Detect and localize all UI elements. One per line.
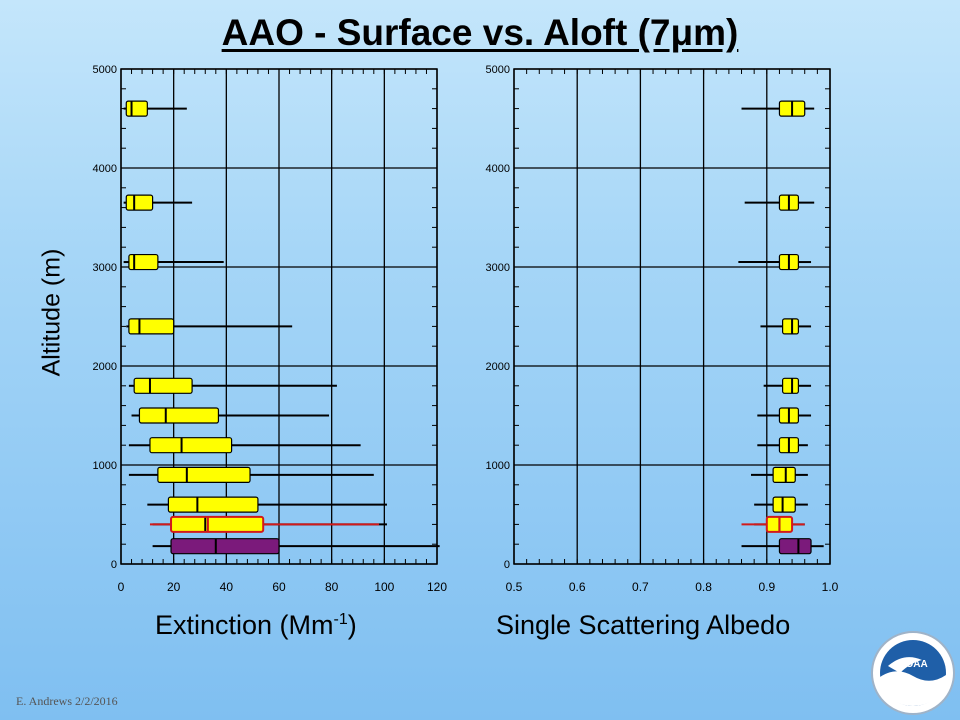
noaa-logo-icon: NOAA — [871, 631, 955, 715]
noaa-logo-text: NOAA — [898, 659, 927, 670]
panel2-box-7 — [772, 466, 796, 483]
panel2-y-tick-label: 2000 — [486, 361, 510, 373]
panel1-box-7 — [157, 466, 251, 483]
panel1-box-3 — [128, 318, 175, 335]
panel2-box-3 — [781, 318, 799, 335]
panel1-y-tick-label: 2000 — [93, 361, 117, 373]
panel1-box-8 — [167, 496, 259, 513]
panel1-box-11 — [170, 538, 280, 555]
x-axis-label-extinction-end: ) — [347, 610, 357, 640]
panel1-x-tick-label: 60 — [272, 580, 286, 594]
panel2-y-tick-label: 1000 — [486, 460, 510, 472]
panel1-x-tick-label: 100 — [374, 580, 394, 594]
panel2-y-tick-label: 0 — [504, 559, 510, 571]
panel1-y-tick-label: 5000 — [93, 64, 117, 76]
panel1-x-tick-label: 0 — [118, 580, 125, 594]
panel2-x-tick-label: 0.6 — [569, 580, 586, 594]
panel1-box-5 — [138, 407, 220, 424]
panel2-x-tick-label: 0.5 — [506, 580, 523, 594]
panel1-x-tick-label: 20 — [167, 580, 181, 594]
panel2-box-8 — [772, 496, 796, 513]
x-axis-label-extinction-main: Extinction (Mm — [155, 610, 334, 640]
panel1-box-9 — [170, 516, 264, 533]
panel1-box-1 — [125, 194, 154, 211]
panel1-box-2 — [128, 253, 159, 271]
panel1-box-0 — [125, 100, 148, 117]
panel2-frame — [513, 68, 831, 565]
panel2-y-tick-label: 4000 — [486, 163, 510, 175]
credit-text: E. Andrews 2/2/2016 — [16, 694, 118, 708]
panel1-x-tick-label: 80 — [325, 580, 339, 594]
panel2-x-tick-label: 0.7 — [632, 580, 649, 594]
panel2-box-4 — [781, 377, 799, 394]
panel1-frame — [120, 68, 438, 565]
panel1-box-4 — [133, 377, 193, 394]
panel1-y-tick-label: 3000 — [93, 262, 117, 274]
panel2-x-tick-label: 0.9 — [758, 580, 775, 594]
page-title: AAO - Surface vs. Aloft (7μm) — [221, 12, 739, 53]
x-axis-label-ssa: Single Scattering Albedo — [496, 610, 791, 640]
panel2-y-tick-label: 3000 — [486, 262, 510, 274]
panel1-x-tick-label: 40 — [220, 580, 234, 594]
panel1-y-tick-label: 1000 — [93, 460, 117, 472]
panel2-x-tick-label: 0.8 — [695, 580, 712, 594]
panel1-y-tick-label: 0 — [111, 559, 117, 571]
panel1-box-6 — [149, 437, 233, 454]
x-axis-label-extinction-sup: -1 — [333, 611, 348, 628]
panel1-y-tick-label: 4000 — [93, 163, 117, 175]
x-axis-label-extinction: Extinction (Mm-1) — [155, 610, 357, 641]
panel2-x-tick-label: 1.0 — [822, 580, 839, 594]
panel1-box-10 — [170, 515, 265, 533]
panel2-y-tick-label: 5000 — [486, 64, 510, 76]
panel1-x-tick-label: 120 — [427, 580, 447, 594]
panel2-box-11 — [778, 538, 812, 555]
